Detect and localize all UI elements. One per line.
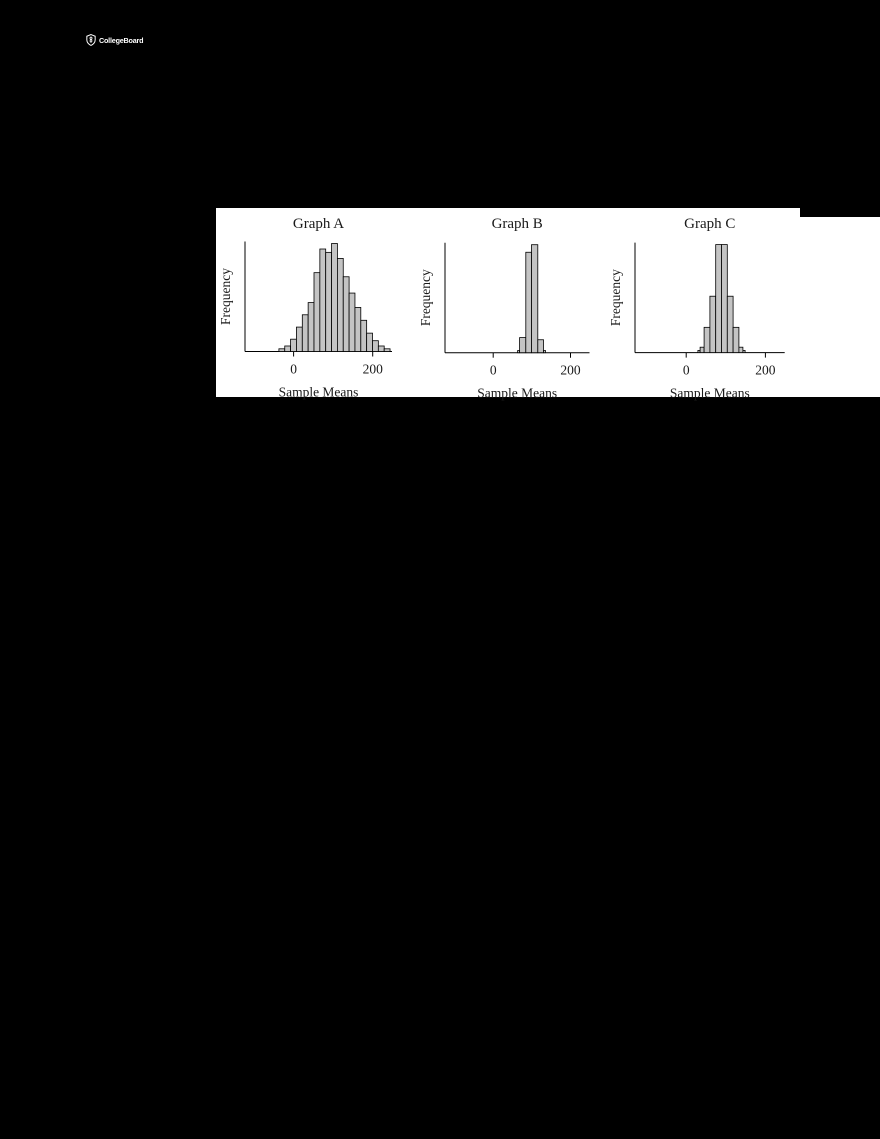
svg-text:Graph A: Graph A xyxy=(293,216,344,232)
svg-text:Frequency: Frequency xyxy=(218,268,233,325)
svg-text:Sample Means: Sample Means xyxy=(279,385,359,400)
svg-text:0: 0 xyxy=(290,362,297,377)
svg-text:200: 200 xyxy=(560,363,581,378)
svg-text:Frequency: Frequency xyxy=(608,269,623,326)
svg-text:Sample Means: Sample Means xyxy=(477,386,557,401)
svg-text:200: 200 xyxy=(755,363,776,378)
svg-text:Graph B: Graph B xyxy=(491,216,542,232)
svg-text:200: 200 xyxy=(363,362,384,377)
svg-text:Sample Means: Sample Means xyxy=(670,386,750,401)
svg-text:0: 0 xyxy=(489,363,496,378)
svg-text:0: 0 xyxy=(683,363,690,378)
svg-text:Graph C: Graph C xyxy=(684,216,735,232)
svg-text:Frequency: Frequency xyxy=(418,269,433,326)
